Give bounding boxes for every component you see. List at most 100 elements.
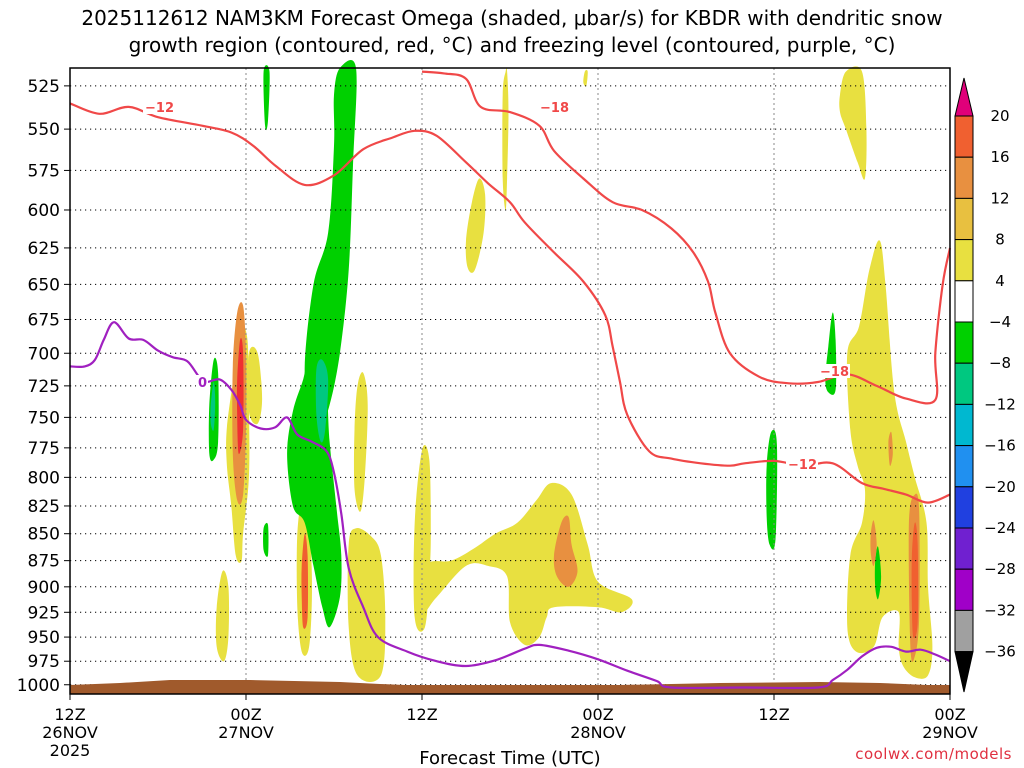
y-tick-label: 825 — [28, 497, 60, 517]
colorbar-swatch — [954, 609, 974, 653]
omega-cell-k — [304, 59, 357, 430]
omega-cell-g — [210, 381, 216, 431]
omega-cell-e — [215, 570, 230, 662]
colorbar-label: −32 — [984, 601, 1016, 619]
omega-cell-b — [247, 346, 263, 425]
colorbar-label: −28 — [984, 560, 1016, 578]
chart-title-line-1: 2025112612 NAM3KM Forecast Omega (shaded… — [81, 6, 942, 30]
colorbar-swatch — [954, 115, 974, 158]
omega-cell-d — [236, 338, 244, 455]
omega-cell-j — [287, 353, 342, 628]
contour-labels: −12 −18 −18 −12 0 — [143, 100, 850, 473]
plot-frame — [69, 67, 951, 695]
colorbar: 20 16 12 8 4 −4 −8 −12 −16 −20 −24 −28 −32 −36 — [954, 77, 1016, 693]
y-tick-label: 575 — [28, 161, 60, 181]
colorbar-label: 8 — [995, 231, 1005, 249]
omega-cell-aa — [888, 431, 893, 467]
colorbar-label: −4 — [989, 313, 1011, 331]
colorbar-label: 12 — [990, 189, 1009, 207]
colorbar-swatch — [954, 445, 974, 488]
omega-cell-u — [502, 67, 509, 210]
colorbar-label: 4 — [995, 272, 1005, 290]
x-tick-label: 00Z — [582, 705, 613, 724]
omega-cell-l — [315, 359, 329, 443]
contour-dgz--12c — [69, 102, 951, 504]
omega-cell-p — [347, 527, 386, 683]
ground-terrain — [70, 680, 950, 694]
omega-cell-m — [263, 65, 270, 131]
colorbar-swatch — [954, 321, 974, 364]
contour-freezing-0c — [69, 321, 951, 690]
omega-shading — [208, 59, 933, 683]
x-tick-label: 12Z — [758, 705, 789, 724]
chart-title-line-2: growth region (contoured, red, °C) and f… — [129, 33, 896, 57]
colorbar-swatch — [954, 527, 974, 570]
dgz-label-minus12-left: −12 — [145, 101, 174, 116]
y-tick-label: 700 — [28, 344, 60, 364]
x-tick-date: 29NOV — [922, 723, 978, 742]
omega-cell-n — [263, 522, 269, 557]
x-tick-label: 12Z — [54, 705, 85, 724]
colorbar-label: −20 — [984, 478, 1016, 496]
y-tick-label: 675 — [28, 310, 60, 330]
colorbar-label: −16 — [984, 437, 1016, 455]
y-tick-label: 950 — [28, 628, 60, 648]
y-tick-label: 875 — [28, 552, 60, 572]
colorbar-swatch — [954, 280, 974, 323]
omega-cell-o — [353, 372, 368, 512]
colorbar-label: −12 — [984, 395, 1016, 413]
freezing-label-zero: 0 — [198, 376, 207, 391]
omega-cell-r — [420, 482, 633, 646]
y-tick-label: 750 — [28, 408, 60, 428]
y-tick-label: 625 — [28, 239, 60, 259]
colorbar-swatch — [954, 239, 974, 282]
omega-cell-ac — [911, 522, 919, 639]
colorbar-swatch — [954, 197, 974, 241]
colorbar-bottom-arrow — [954, 651, 974, 693]
plot-grid — [70, 68, 950, 694]
y-tick-label: 525 — [28, 77, 60, 97]
x-tick-year: 2025 — [50, 741, 91, 760]
credit-text: coolwx.com/models — [855, 745, 1012, 763]
omega-cell-ad — [870, 520, 877, 567]
colorbar-top-arrow — [954, 77, 974, 117]
y-tick-label: 925 — [28, 603, 60, 623]
y-tick-label: 850 — [28, 525, 60, 545]
colorbar-swatch — [954, 362, 974, 405]
contour-dgz--18c — [421, 70, 952, 405]
omega-cell-ae — [874, 546, 882, 600]
x-tick-date: 26NOV — [42, 723, 98, 742]
omega-cell-v — [583, 70, 588, 87]
y-axis-ticks: 525 550 575 600 625 650 675 700 725 750 775 800 825 8… — [17, 77, 70, 696]
dgz-label-minus18-right: −18 — [820, 365, 849, 380]
colorbar-label: 16 — [990, 148, 1009, 166]
x-tick-label: 12Z — [406, 705, 437, 724]
colorbar-swatch — [954, 568, 974, 611]
colorbar-swatch — [954, 486, 974, 529]
y-tick-label: 800 — [28, 468, 60, 488]
y-tick-label: 775 — [28, 439, 60, 459]
dgz-label-minus18-top: −18 — [540, 101, 569, 116]
colorbar-swatch — [954, 403, 974, 447]
omega-cell-y — [839, 66, 867, 180]
x-tick-date: 27NOV — [218, 723, 274, 742]
y-tick-label: 600 — [28, 201, 60, 221]
colorbar-label: 20 — [990, 107, 1009, 125]
x-axis-label: Forecast Time (UTC) — [419, 748, 600, 768]
y-tick-label: 725 — [28, 377, 60, 397]
colorbar-label: −8 — [989, 354, 1011, 372]
x-tick-label: 00Z — [934, 705, 965, 724]
colorbar-label: −24 — [984, 519, 1016, 537]
y-tick-label: 1000 — [17, 676, 60, 696]
y-tick-label: 975 — [28, 652, 60, 672]
x-tick-date: 28NOV — [570, 723, 626, 742]
omega-cell-s — [553, 515, 578, 587]
dgz-label-minus12-right: −12 — [788, 458, 817, 473]
colorbar-label: −36 — [984, 643, 1016, 661]
y-tick-label: 650 — [28, 275, 60, 295]
y-tick-label: 900 — [28, 578, 60, 598]
x-tick-label: 00Z — [230, 705, 261, 724]
omega-cell-t — [465, 178, 486, 273]
y-tick-label: 550 — [28, 120, 60, 140]
